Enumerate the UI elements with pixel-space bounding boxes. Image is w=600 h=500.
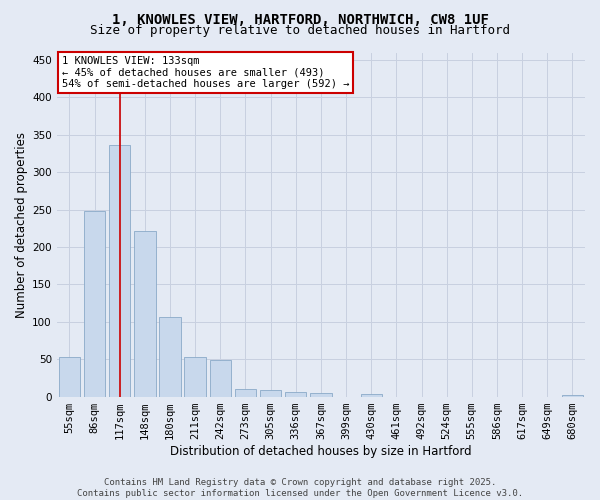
Text: Size of property relative to detached houses in Hartford: Size of property relative to detached ho… (90, 24, 510, 37)
Bar (310, 393, 332, 396)
Bar (562, 395, 583, 396)
Bar (285, 392, 307, 396)
Bar (134, 230, 155, 396)
Bar (109, 144, 130, 396)
Bar (84, 211, 105, 396)
Bar (159, 318, 181, 396)
Bar (59, 357, 80, 397)
Bar (209, 360, 231, 397)
Y-axis label: Number of detached properties: Number of detached properties (15, 132, 28, 318)
Bar (235, 389, 256, 396)
Text: 1, KNOWLES VIEW, HARTFORD, NORTHWICH, CW8 1UF: 1, KNOWLES VIEW, HARTFORD, NORTHWICH, CW… (112, 12, 488, 26)
Bar (260, 390, 281, 396)
Bar (361, 394, 382, 396)
Text: 1 KNOWLES VIEW: 133sqm
← 45% of detached houses are smaller (493)
54% of semi-de: 1 KNOWLES VIEW: 133sqm ← 45% of detached… (62, 56, 350, 89)
Text: Contains HM Land Registry data © Crown copyright and database right 2025.
Contai: Contains HM Land Registry data © Crown c… (77, 478, 523, 498)
Bar (184, 357, 206, 397)
X-axis label: Distribution of detached houses by size in Hartford: Distribution of detached houses by size … (170, 444, 472, 458)
